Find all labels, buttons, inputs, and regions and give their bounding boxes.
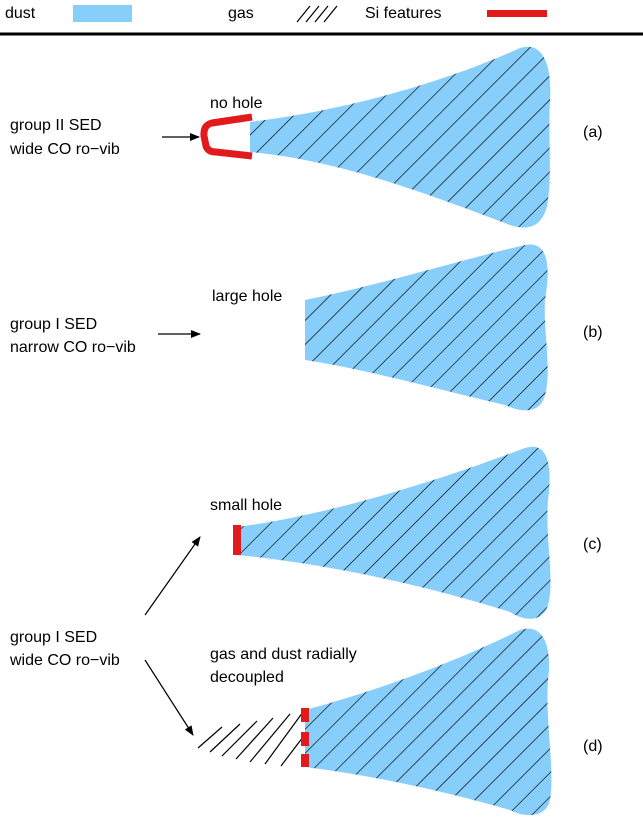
caption: no hole — [210, 95, 263, 112]
si-swatch — [487, 10, 547, 17]
legend-label: Si features — [365, 5, 441, 22]
left-label: group I SED — [10, 629, 97, 646]
disk — [305, 628, 552, 816]
panel-tag: (b) — [583, 324, 603, 341]
caption: gas and dust radially — [210, 646, 357, 663]
panel-tag: (a) — [583, 124, 603, 141]
disk — [250, 46, 551, 228]
panel-tag: (c) — [583, 536, 602, 553]
panel-tag: (d) — [583, 738, 603, 755]
legend-label: dust — [5, 5, 36, 22]
caption: small hole — [210, 497, 282, 514]
left-label: narrow CO ro−vib — [10, 339, 136, 356]
gas-region — [197, 711, 304, 767]
left-label: group I SED — [10, 316, 97, 333]
left-label: group II SED — [10, 117, 102, 134]
arrow — [144, 536, 201, 616]
disk — [237, 446, 551, 619]
legend-label: gas — [228, 5, 254, 22]
si-feature — [301, 708, 309, 767]
left-label: wide CO ro−vib — [9, 141, 120, 158]
legend: dust gas Si features — [5, 5, 547, 23]
si-feature — [200, 113, 253, 160]
caption: decoupled — [210, 669, 284, 686]
dust-swatch — [73, 5, 132, 22]
disk — [305, 244, 548, 411]
arrow — [144, 659, 194, 736]
caption: large hole — [212, 288, 282, 305]
si-feature — [233, 525, 241, 555]
gas-swatch — [296, 5, 338, 23]
left-label: wide CO ro−vib — [9, 652, 120, 669]
